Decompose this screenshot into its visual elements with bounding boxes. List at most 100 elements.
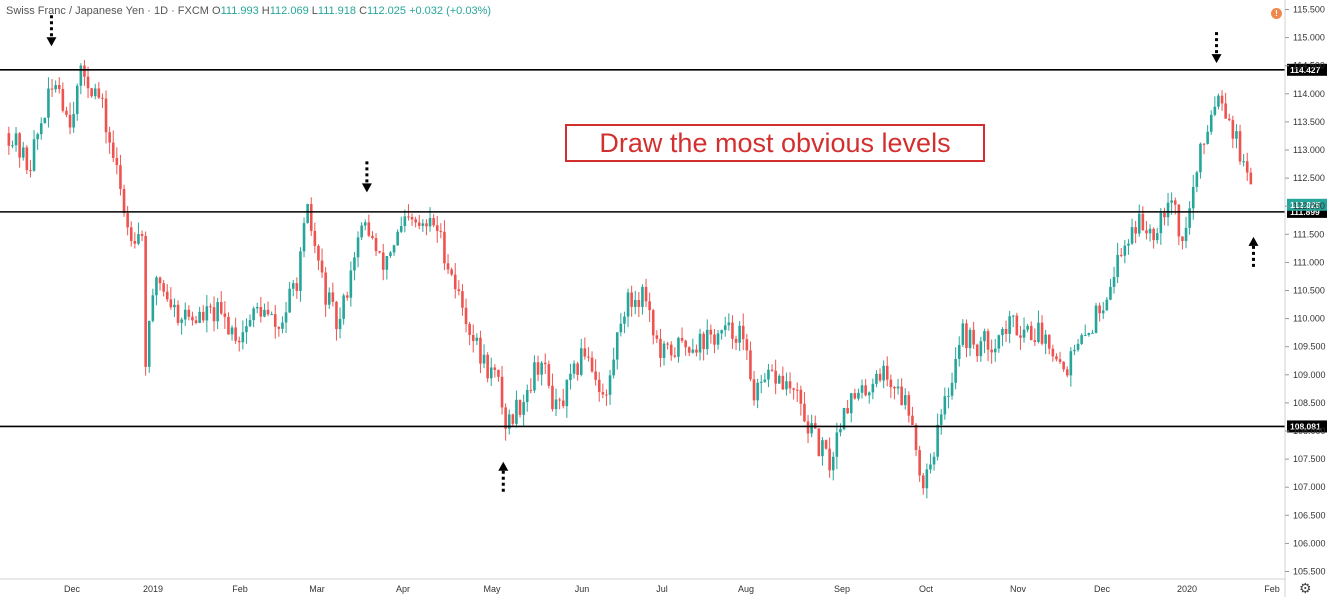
candle <box>75 83 79 121</box>
candle <box>1073 344 1076 356</box>
arrow-head <box>361 183 372 193</box>
candle-body <box>601 392 605 395</box>
candle <box>803 391 806 423</box>
candle <box>821 437 824 466</box>
alert-circle-icon[interactable]: ! <box>1271 8 1282 19</box>
candle-body <box>608 375 612 395</box>
level-badge <box>1287 63 1327 76</box>
candle-body <box>1109 286 1112 300</box>
candle-body <box>939 414 943 425</box>
candle <box>191 311 194 326</box>
candle-body <box>72 114 75 128</box>
candle-body <box>54 85 57 90</box>
candle-body <box>1112 277 1116 287</box>
candle <box>255 302 259 314</box>
price-tick-label: 108.500 <box>1293 398 1326 408</box>
candle <box>1008 310 1011 344</box>
candle <box>572 360 576 379</box>
candle <box>767 363 770 388</box>
candle-body <box>126 213 129 228</box>
candle-body <box>597 379 601 393</box>
candle <box>756 378 759 409</box>
candle-body <box>266 309 270 315</box>
candle <box>29 160 32 178</box>
change-value: +0.032 (+0.03%) <box>409 5 492 17</box>
candle-body <box>871 383 875 393</box>
candle-body <box>511 414 515 424</box>
candle <box>432 214 435 228</box>
candle <box>752 370 756 406</box>
candle <box>936 413 939 461</box>
candle-body <box>515 399 518 424</box>
candle <box>1098 302 1101 322</box>
candle <box>1019 325 1022 351</box>
candle-body <box>327 292 331 305</box>
candle <box>396 229 399 246</box>
candle-body <box>968 329 972 349</box>
candle <box>284 301 288 334</box>
candle-body <box>83 65 86 77</box>
candle-body <box>252 308 255 321</box>
candle <box>806 414 810 444</box>
candle <box>1080 333 1083 345</box>
candle-body <box>176 304 180 323</box>
candle <box>198 306 201 324</box>
candle-body <box>61 88 65 111</box>
candle <box>281 316 284 334</box>
candle <box>871 378 875 400</box>
candle-body <box>18 133 21 158</box>
candle <box>889 374 893 399</box>
candle-body <box>158 277 162 284</box>
candle-body <box>371 235 374 239</box>
candle <box>673 347 677 359</box>
candle <box>435 216 439 243</box>
candle <box>680 327 684 343</box>
candle <box>54 80 57 93</box>
candle-body <box>842 408 846 430</box>
candle-body <box>619 323 623 333</box>
candle <box>97 82 101 99</box>
candle <box>590 351 594 373</box>
candle-body <box>594 371 597 380</box>
candle <box>219 291 223 315</box>
candle-body <box>198 311 201 324</box>
candle-body <box>641 286 644 307</box>
candle-body <box>1155 233 1159 241</box>
candle-body <box>853 393 857 399</box>
candle-body <box>741 325 745 340</box>
candle <box>234 317 237 344</box>
candle <box>727 313 731 331</box>
candle <box>878 368 882 383</box>
candle <box>158 276 162 291</box>
candle <box>774 359 777 395</box>
candle <box>965 319 968 358</box>
candle <box>1159 208 1163 245</box>
candle <box>1029 321 1033 341</box>
candle-body <box>1022 329 1026 338</box>
candle-body <box>810 423 813 434</box>
candle-body <box>864 385 867 396</box>
candle-body <box>932 456 936 465</box>
candle-body <box>882 365 885 381</box>
candle-body <box>1130 227 1134 244</box>
candle <box>140 230 144 242</box>
candle-body <box>572 363 576 374</box>
candle <box>630 285 633 317</box>
candle-body <box>781 375 785 390</box>
symbol-label[interactable]: Swiss Franc / Japanese Yen · 1D · FXCM <box>6 5 209 17</box>
candle-body <box>367 222 371 236</box>
candle-body <box>237 340 241 343</box>
candle <box>947 387 950 409</box>
candle <box>147 320 151 373</box>
candle-body <box>93 88 97 97</box>
candle-body <box>1227 118 1231 121</box>
candle <box>1220 90 1224 111</box>
candle-body <box>1044 334 1047 344</box>
candle-body <box>860 385 864 393</box>
candle <box>162 280 165 297</box>
candle-body <box>961 323 965 345</box>
candle-body <box>14 133 18 146</box>
gear-icon[interactable]: ⚙ <box>1299 580 1312 596</box>
